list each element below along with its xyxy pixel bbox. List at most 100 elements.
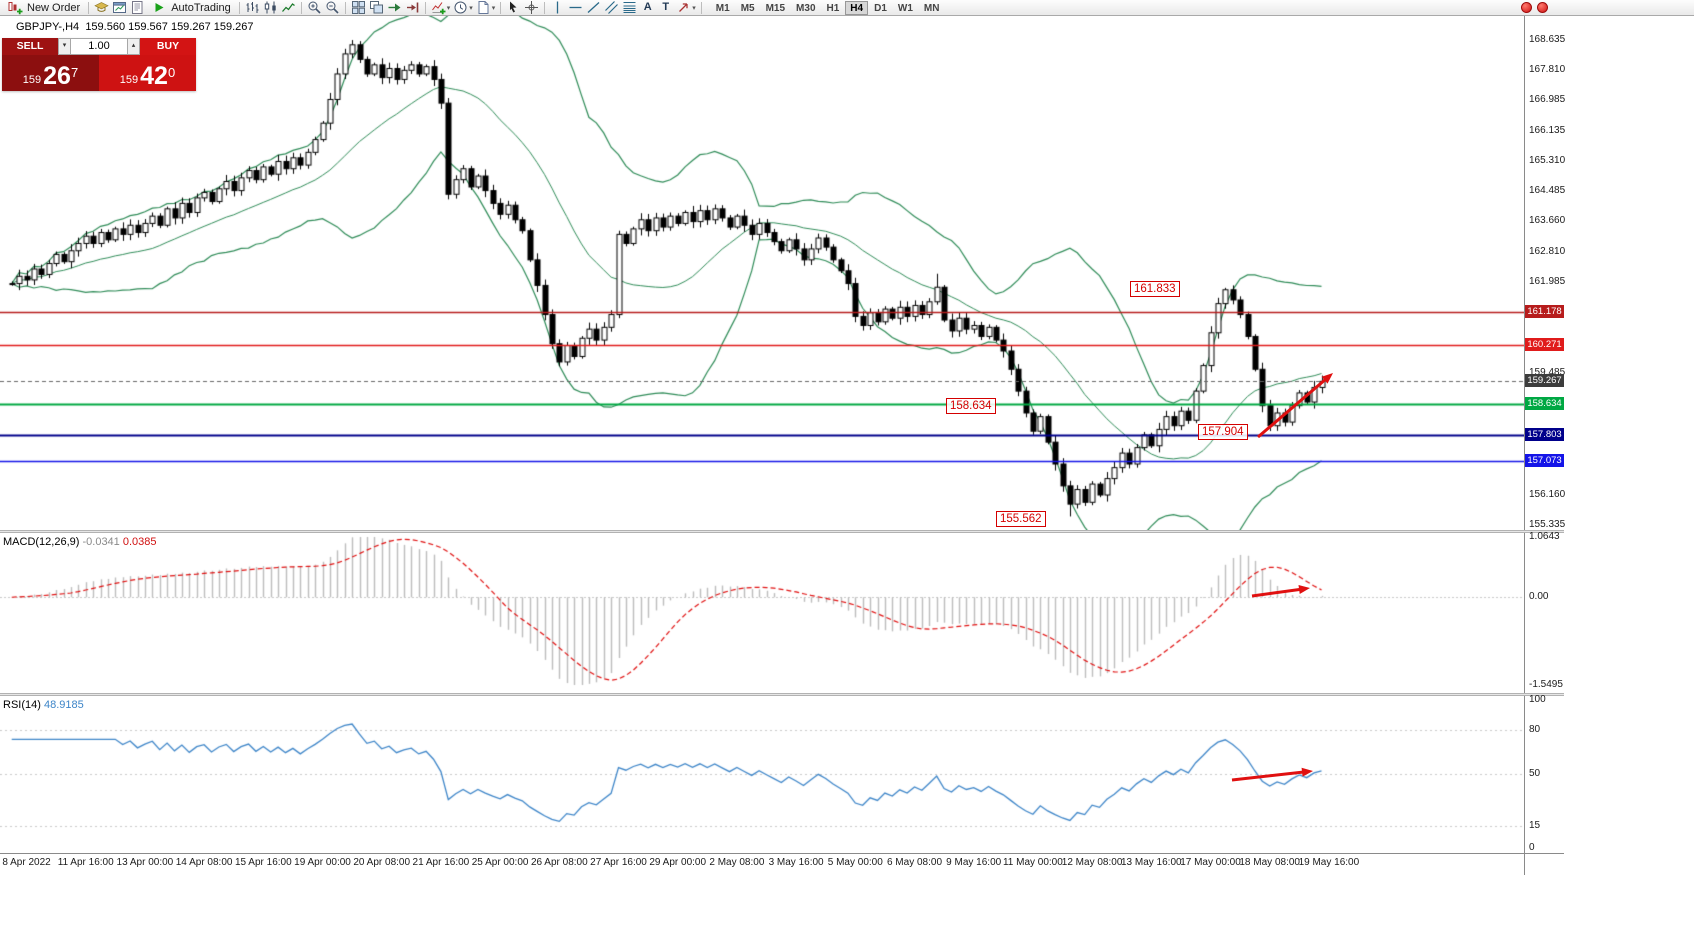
news-status-icon[interactable] bbox=[1537, 2, 1548, 13]
price-level-badge: 160.271 bbox=[1525, 337, 1564, 351]
timeframe-button-m30[interactable]: M30 bbox=[796, 2, 816, 14]
time-axis-label[interactable]: 19 May 16:00 bbox=[1298, 857, 1360, 868]
equidistant-channel-icon[interactable] bbox=[603, 0, 620, 15]
time-axis-label[interactable]: 11 Apr 16:00 bbox=[57, 857, 114, 868]
macd-pane-canvas[interactable] bbox=[0, 533, 1524, 693]
pane-divider-rsi[interactable] bbox=[0, 693, 1564, 696]
crosshair-icon[interactable] bbox=[523, 0, 540, 15]
zoom-out-icon[interactable] bbox=[324, 0, 341, 15]
macd-scale-label: 1.0643 bbox=[1529, 531, 1560, 542]
tile-windows-icon[interactable] bbox=[350, 0, 367, 15]
chart-shift-icon[interactable] bbox=[404, 0, 421, 15]
zoom-in-icon[interactable] bbox=[306, 0, 323, 15]
rsi-scale-label: 15 bbox=[1529, 819, 1541, 831]
time-axis-label[interactable]: 18 May 08:00 bbox=[1239, 857, 1300, 868]
trendline-icon[interactable] bbox=[585, 0, 602, 15]
timeframe-button-m5[interactable]: M5 bbox=[740, 2, 755, 14]
time-axis-label[interactable]: 15 Apr 16:00 bbox=[234, 857, 292, 868]
sell-price-display[interactable]: 159 26 7 bbox=[2, 55, 99, 91]
price-level-badge: 158.634 bbox=[1525, 397, 1564, 411]
rsi-name: RSI(14) bbox=[3, 699, 41, 711]
rsi-indicator-label: RSI(14) 48.9185 bbox=[3, 699, 84, 711]
pane-divider-macd[interactable] bbox=[0, 530, 1564, 533]
cascade-windows-icon[interactable] bbox=[368, 0, 385, 15]
dropdown-caret[interactable]: ▾ bbox=[469, 4, 473, 12]
buy-button[interactable]: BUY bbox=[140, 38, 196, 55]
main-toolbar: New Order AutoTrading bbox=[0, 0, 1694, 16]
vertical-line-icon[interactable] bbox=[549, 0, 566, 15]
time-axis-label[interactable]: 21 Apr 16:00 bbox=[412, 857, 470, 868]
arrow-tool-icon[interactable] bbox=[675, 0, 692, 15]
time-axis-label[interactable]: 29 Apr 00:00 bbox=[649, 857, 707, 868]
time-axis-label[interactable]: 9 May 16:00 bbox=[946, 857, 1002, 868]
timeframe-button-d1[interactable]: D1 bbox=[874, 2, 887, 14]
sell-button[interactable]: SELL bbox=[2, 38, 58, 55]
timeframe-button-m1[interactable]: M1 bbox=[715, 2, 730, 14]
autotrading-button[interactable]: AutoTrading bbox=[147, 0, 235, 15]
time-axis-label[interactable]: 13 Apr 00:00 bbox=[116, 857, 174, 868]
sell-price-prefix: 159 bbox=[22, 74, 42, 86]
fibonacci-icon[interactable] bbox=[621, 0, 638, 15]
timeframe-button-w1[interactable]: W1 bbox=[897, 2, 913, 14]
time-axis-label[interactable]: 3 May 16:00 bbox=[768, 857, 824, 868]
toolbar-separator bbox=[88, 1, 90, 14]
dropdown-caret[interactable]: ▾ bbox=[491, 4, 496, 12]
volume-increase-button[interactable]: ▴ bbox=[127, 38, 140, 55]
timeframe-button-m15[interactable]: M15 bbox=[765, 2, 786, 14]
auto-scroll-icon[interactable] bbox=[386, 0, 403, 15]
price-axis-label: 163.660 bbox=[1529, 215, 1566, 227]
bid-price-badge: 159.267 bbox=[1525, 374, 1564, 388]
dropdown-caret[interactable]: ▾ bbox=[692, 4, 696, 12]
price-callout[interactable]: 161.833 bbox=[1130, 281, 1180, 297]
timeframe-button-mn[interactable]: MN bbox=[923, 2, 940, 14]
volume-decrease-button[interactable]: ▾ bbox=[58, 38, 71, 55]
text-label-icon[interactable]: T bbox=[662, 1, 670, 13]
indicators-icon[interactable] bbox=[430, 0, 447, 15]
toolbar-separator bbox=[238, 1, 240, 14]
price-axis-label: 161.985 bbox=[1529, 276, 1566, 288]
time-axis-label[interactable]: 12 May 08:00 bbox=[1061, 857, 1123, 868]
cursor-icon[interactable] bbox=[505, 0, 522, 15]
horizontal-line-icon[interactable] bbox=[567, 0, 584, 15]
expert-advisors-icon[interactable] bbox=[93, 0, 110, 15]
price-callout[interactable]: 157.904 bbox=[1198, 424, 1248, 440]
time-axis-label[interactable]: 5 May 00:00 bbox=[827, 857, 883, 868]
time-axis-label[interactable]: 8 Apr 2022 bbox=[2, 857, 51, 868]
candlestick-chart-icon[interactable] bbox=[262, 0, 279, 15]
time-axis-label[interactable]: 25 Apr 00:00 bbox=[471, 857, 529, 868]
text-tool-icon[interactable]: A bbox=[643, 1, 652, 13]
time-axis-label[interactable]: 2 May 08:00 bbox=[709, 857, 765, 868]
time-axis-label[interactable]: 13 May 16:00 bbox=[1120, 857, 1182, 868]
price-axis-label: 168.635 bbox=[1529, 33, 1566, 45]
price-chart-canvas[interactable] bbox=[0, 16, 1524, 530]
new-order-button[interactable]: New Order bbox=[3, 0, 84, 15]
time-axis-label[interactable]: 27 Apr 16:00 bbox=[590, 857, 647, 868]
timeframe-button-h4[interactable]: H4 bbox=[845, 0, 869, 15]
buy-price-display[interactable]: 159 42 0 bbox=[99, 55, 196, 91]
rsi-scale-label: 50 bbox=[1529, 768, 1541, 779]
timeframe-button-h1[interactable]: H1 bbox=[826, 2, 840, 14]
time-axis-label[interactable]: 19 Apr 00:00 bbox=[294, 857, 351, 868]
time-axis-label[interactable]: 20 Apr 08:00 bbox=[353, 857, 411, 868]
time-axis-label[interactable]: 26 Apr 08:00 bbox=[530, 857, 588, 868]
navigator-icon[interactable] bbox=[129, 0, 146, 15]
dropdown-caret[interactable]: ▾ bbox=[446, 4, 451, 12]
price-axis-label: 166.985 bbox=[1529, 94, 1566, 106]
alert-status-icon[interactable] bbox=[1521, 2, 1532, 13]
time-axis-label[interactable]: 14 Apr 08:00 bbox=[175, 857, 233, 868]
templates-icon[interactable] bbox=[475, 0, 492, 15]
rsi-scale-label: 100 bbox=[1529, 694, 1546, 705]
time-axis-label[interactable]: 17 May 00:00 bbox=[1180, 857, 1241, 868]
price-callout[interactable]: 158.634 bbox=[946, 398, 996, 414]
price-callout[interactable]: 155.562 bbox=[996, 511, 1046, 527]
volume-input[interactable]: 1.00 bbox=[71, 38, 127, 55]
price-axis-label: 155.335 bbox=[1529, 518, 1566, 530]
bar-chart-icon[interactable] bbox=[244, 0, 261, 15]
periods-icon[interactable] bbox=[452, 0, 469, 15]
rsi-pane-canvas[interactable] bbox=[0, 696, 1524, 853]
time-axis-label[interactable]: 6 May 08:00 bbox=[886, 857, 943, 868]
line-chart-icon[interactable] bbox=[280, 0, 297, 15]
market-watch-icon[interactable] bbox=[111, 0, 128, 15]
time-axis-label[interactable]: 11 May 00:00 bbox=[1002, 857, 1063, 868]
new-order-icon bbox=[7, 0, 24, 15]
